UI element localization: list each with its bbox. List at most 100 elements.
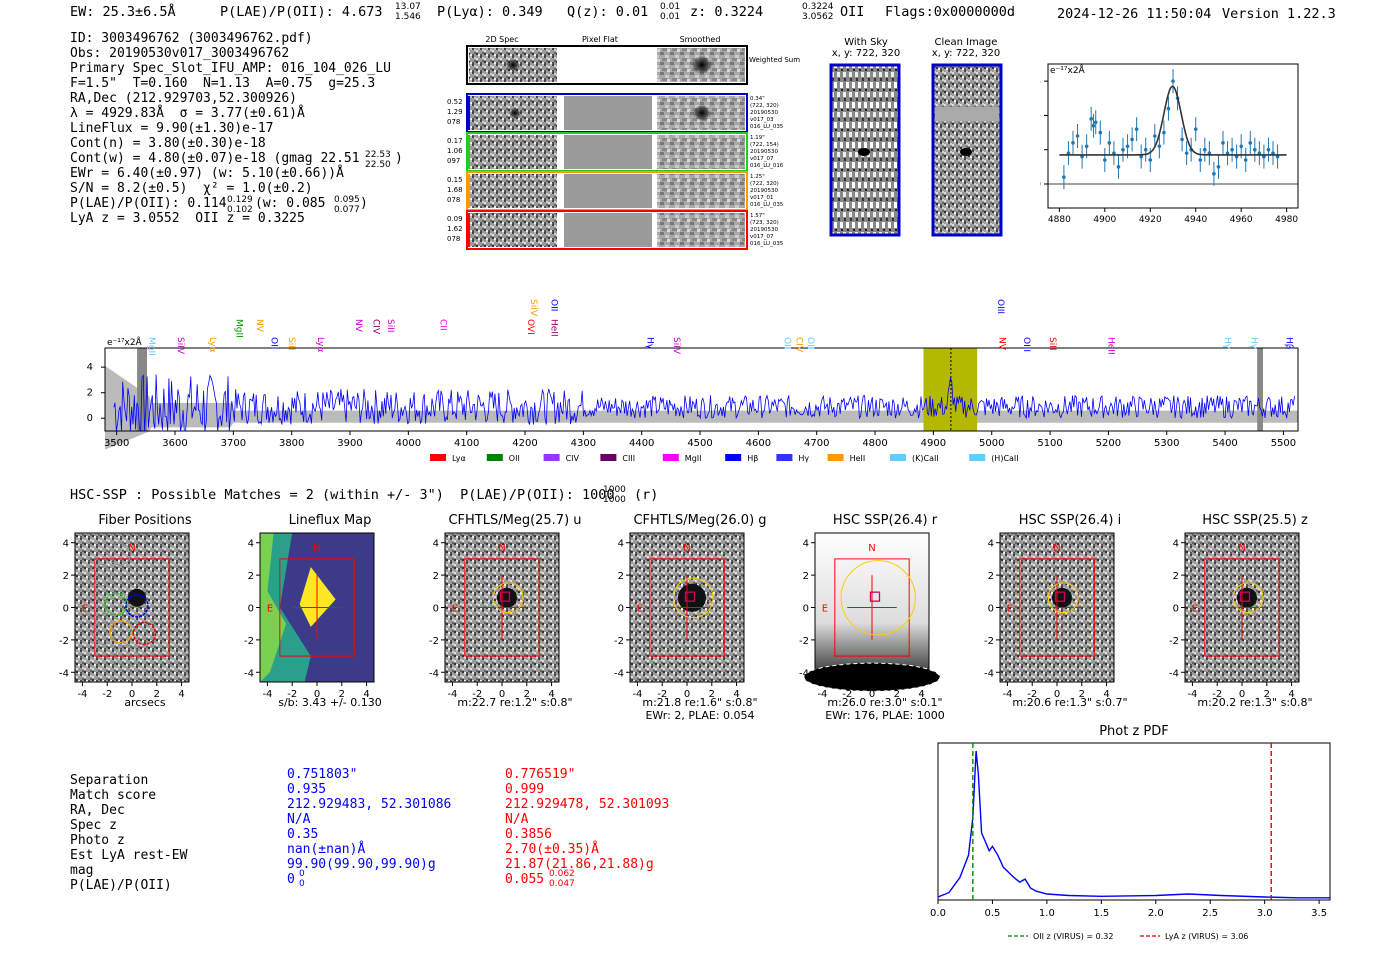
header-z: z: 0.3224 — [690, 4, 764, 20]
panel-north: N — [868, 543, 875, 554]
linefit-point — [1253, 147, 1257, 152]
panel-title: HSC SSP(26.4) i — [1018, 513, 1122, 528]
match-value: 0.055 0.062 0.047 — [505, 869, 575, 889]
cutout-row-right-label: (722, 320) — [750, 103, 779, 109]
emission-line-name: Hγ — [1222, 337, 1232, 350]
legend-label: MgII — [685, 454, 702, 463]
linefit-point — [1171, 79, 1175, 83]
hsc-hi: 1000 — [603, 485, 626, 495]
cutout-row-left-label: 078 — [447, 235, 460, 243]
panel-xtick-label: 2 — [524, 689, 530, 700]
match-value: 0.999 — [505, 782, 545, 797]
sky-cutouts — [829, 63, 1003, 237]
panel-ytick-label: 2 — [63, 571, 69, 582]
info-gmag-hi: 22.53 — [365, 150, 391, 160]
panel-xtick-label: -2 — [102, 689, 112, 700]
match-value: nan(±nan)Å — [287, 842, 366, 857]
panel-aperture — [1047, 582, 1079, 614]
emission-line-label: Hγ — [1248, 337, 1258, 350]
spectrum-unit: e⁻¹⁷x2Å — [107, 336, 143, 348]
linefit-point — [1180, 137, 1184, 142]
emission-line-name: NV — [254, 319, 264, 333]
linefit-xtick-label: 4920 — [1139, 215, 1162, 225]
panel-ytick-label: -2 — [984, 636, 994, 647]
photz-xtick-label: 1.5 — [1093, 908, 1109, 919]
photz-xtick-label: 1.0 — [1039, 908, 1055, 919]
match-label: Spec z — [70, 818, 117, 833]
panel-title: CFHTLS/Meg(25.7) u — [448, 513, 582, 528]
fiber-circle — [125, 594, 149, 618]
panel-ytick-label: 4 — [803, 539, 809, 550]
full-spectrum-plot: e⁻¹⁷x2Å 0 2 4 3500 3600 3700 3800 3900 4000 4100 42… — [87, 299, 1299, 463]
panel-ytick-label: 0 — [63, 604, 69, 615]
match-value: 212.929478, 52.301093 — [505, 797, 670, 812]
panel-ifu-box — [464, 558, 540, 657]
cutout-row-left-label: 0.17 — [447, 137, 463, 145]
spectrum-xtick-label: 5400 — [1212, 438, 1237, 449]
panel-xtick-label: 0 — [499, 689, 505, 700]
cutout-row-right-label: 016_LU_035 — [750, 241, 784, 247]
legend-label: HeII — [850, 454, 866, 463]
info-plae-hi: 0.129 — [227, 195, 253, 205]
emission-line-name: NV — [353, 319, 363, 333]
emission-line-label: HeII — [548, 319, 558, 337]
info-line: F=1.5" T=0.160 N=1.13 A=0.75 g=25.3 — [70, 76, 376, 91]
linefit-ytick-label: 0 — [1040, 180, 1041, 190]
panel-caption: s/b: 3.43 +/- 0.130 — [278, 696, 382, 709]
legend-label: Hβ — [747, 454, 758, 463]
panel-ifu-box — [834, 558, 910, 657]
emission-line-name: OVI — [525, 319, 535, 335]
emission-line-name: OII — [548, 299, 558, 311]
match-label: mag — [70, 863, 94, 878]
linefit-point — [1089, 117, 1093, 121]
linefit-point — [1130, 137, 1134, 142]
cutout-row-right-label: (722, 154) — [750, 142, 779, 148]
spectrum-xtick-label: 5500 — [1271, 438, 1296, 449]
spectrum-xtick-label: 4800 — [862, 438, 887, 449]
linefit-model — [1059, 85, 1287, 156]
panel-caption: m:21.8 re:1.6" s:0.8" — [642, 696, 758, 709]
panel-xtick-label: -2 — [472, 689, 482, 700]
fiber-circle — [104, 592, 128, 617]
emission-line-label: OII — [782, 337, 792, 349]
linefit-unit: e⁻¹⁷x2Å — [1050, 64, 1086, 76]
header-plya: P(Lyα): 0.349 — [437, 4, 543, 20]
panel-caption: m:20.2 re:1.3" s:0.8" — [1197, 696, 1313, 709]
cutout-source — [693, 105, 711, 121]
header-qz-hi: 0.01 — [660, 2, 681, 12]
emission-line-label: OIII — [1021, 337, 1031, 352]
match-label: Photo z — [70, 833, 125, 848]
emission-line-label: OIII — [995, 299, 1005, 314]
cutout-row-left-label: 078 — [447, 118, 460, 126]
emission-line-label: NV — [353, 319, 363, 333]
spectrum-fit-window — [923, 348, 978, 431]
panel-ifu-box — [1019, 558, 1095, 657]
cutout-row-marker — [467, 96, 470, 130]
legend-swatch — [543, 454, 560, 461]
hsc-filter: (r) — [634, 487, 659, 503]
panel-east: E — [82, 604, 88, 615]
panel-xtick-label: -2 — [657, 689, 667, 700]
linefit-frame — [1047, 63, 1299, 209]
panel-caption-2: EWr: 176, PLAE: 1000 — [825, 709, 945, 722]
line-fit-plot: e⁻¹⁷x2Å 0 1 2 3 4880 4900 4920 4940 4960 4980 — [1040, 63, 1299, 225]
linefit-xtick-label: 4960 — [1230, 215, 1253, 225]
cutout-row-right-label: 016_LU_016 — [750, 163, 784, 169]
linefit-point — [1248, 141, 1253, 145]
legend-label: Lyα — [452, 454, 466, 463]
photz-title: Phot z PDF — [1099, 724, 1169, 739]
linefit-point — [1157, 144, 1162, 149]
info-line: Cont(w) = 4.80(±0.07)e-18 (gmag 22.51 22.… — [70, 150, 403, 170]
panel-east: E — [822, 604, 828, 615]
linefit-ytick-label: 1 — [1040, 146, 1041, 156]
info-cont-w: Cont(w) = 4.80(±0.07)e-18 (gmag 22.51 — [70, 151, 360, 166]
panel-match-marker — [869, 591, 881, 602]
linefit-point — [1084, 144, 1089, 149]
cutout-pixel-flat — [564, 174, 652, 208]
linefit-point — [1162, 130, 1166, 135]
linefit-point — [1257, 151, 1262, 155]
panel-title: HSC SSP(26.4) r — [832, 513, 938, 528]
panel-ytick-label: -4 — [1169, 668, 1179, 679]
spectrum-xtick-label: 3700 — [221, 438, 246, 449]
